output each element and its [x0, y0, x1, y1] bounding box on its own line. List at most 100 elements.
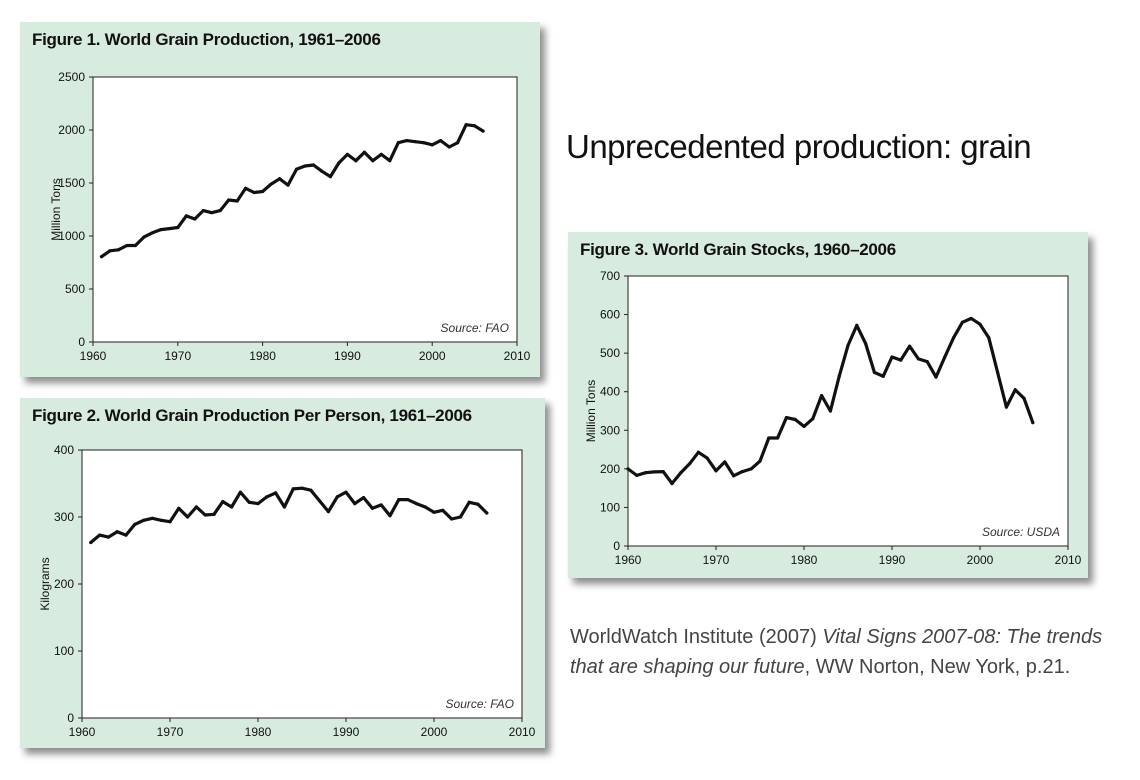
data-point: [740, 469, 744, 474]
y-tick-label: 600: [600, 308, 620, 322]
data-point: [952, 336, 956, 340]
x-tick-label: 1990: [879, 553, 906, 567]
data-point: [345, 152, 349, 156]
data-point: [291, 487, 295, 491]
data-point: [89, 540, 93, 545]
figure-1-title: Figure 1. World Grain Production, 1961–2…: [32, 30, 381, 49]
data-point: [485, 511, 489, 515]
data-point: [423, 505, 427, 509]
figure-1-panel: Figure 1. World Grain Production, 1961–2…: [20, 22, 540, 377]
series-line: [89, 486, 489, 545]
y-tick-label: 700: [600, 269, 620, 283]
source-label: Source: FAO: [441, 321, 509, 335]
data-point: [328, 175, 333, 179]
data-point: [311, 163, 316, 167]
slide-title: Unprecedented production: grain: [566, 128, 1032, 165]
data-point: [176, 225, 180, 230]
data-point: [150, 231, 154, 235]
y-tick-label: 2500: [58, 70, 85, 84]
data-point: [303, 164, 307, 168]
x-tick-label: 1980: [791, 553, 818, 567]
data-point: [758, 459, 762, 463]
y-tick-label: 300: [54, 510, 74, 524]
x-tick-label: 1980: [245, 725, 272, 739]
x-tick-label: 2010: [509, 725, 536, 739]
x-tick-label: 1960: [615, 553, 642, 567]
data-point: [476, 502, 480, 506]
citation-author: WorldWatch Institute (2007): [570, 626, 823, 648]
x-tick-label: 1980: [249, 349, 276, 363]
figure-1-chart: 1960 1970 1980 1990 2000 2010 0 500 1000 1500 2000…: [49, 70, 531, 363]
y-axis-title: Million Tons: [49, 178, 63, 240]
data-point: [230, 505, 234, 509]
data-point: [362, 495, 366, 500]
data-point: [300, 486, 304, 490]
data-point: [1031, 420, 1035, 425]
data-point: [309, 488, 313, 492]
x-tick-label: 2000: [419, 349, 446, 363]
data-point: [908, 344, 912, 348]
data-point: [320, 169, 324, 173]
data-point: [481, 129, 485, 133]
y-tick-label: 1000: [58, 229, 85, 243]
data-point: [987, 336, 991, 340]
data-point: [203, 513, 207, 517]
data-point: [652, 470, 656, 474]
data-point: [337, 161, 341, 165]
data-point: [705, 456, 709, 460]
data-point: [1022, 396, 1026, 400]
data-point: [430, 143, 434, 147]
figure-2-title: Figure 2. World Grain Production Per Per…: [32, 406, 472, 425]
data-point: [811, 417, 815, 421]
data-point: [447, 145, 451, 149]
data-point: [670, 481, 674, 486]
source-label: Source: USDA: [982, 525, 1060, 539]
y-tick-label: 400: [54, 443, 74, 457]
data-point: [238, 490, 242, 494]
data-point: [925, 360, 929, 364]
data-point: [732, 474, 736, 478]
data-point: [252, 190, 256, 195]
figure-2-chart: 1960 1970 1980 1990 2000 2010 0 100 200 300 400 Kil…: [38, 443, 536, 739]
data-point: [184, 214, 188, 218]
data-point: [960, 320, 964, 324]
data-point: [116, 248, 121, 252]
series-line: [99, 123, 485, 259]
data-point: [218, 208, 222, 213]
data-point: [439, 139, 443, 143]
data-point: [379, 503, 383, 507]
data-point: [872, 370, 876, 375]
data-point: [265, 495, 269, 499]
x-tick-label: 1970: [703, 553, 730, 567]
data-point: [422, 141, 426, 145]
data-point: [723, 460, 727, 464]
y-tick-label: 500: [600, 346, 620, 360]
data-point: [344, 490, 348, 494]
data-point: [899, 358, 903, 362]
y-tick-label: 200: [54, 577, 74, 591]
data-point: [890, 355, 894, 359]
data-point: [186, 515, 190, 519]
data-point: [354, 159, 358, 163]
data-point: [1013, 388, 1017, 392]
data-point: [749, 467, 753, 471]
y-axis-title: Kilograms: [38, 557, 52, 610]
data-point: [159, 228, 163, 232]
data-point: [820, 393, 824, 398]
y-tick-label: 0: [78, 335, 85, 349]
data-point: [978, 322, 982, 326]
data-point: [864, 341, 868, 346]
data-point: [221, 499, 225, 504]
data-point: [776, 436, 780, 440]
data-point: [846, 343, 850, 348]
data-point: [413, 140, 417, 144]
data-point: [784, 415, 788, 420]
y-tick-label: 500: [65, 282, 85, 296]
data-point: [256, 502, 260, 506]
data-point: [168, 520, 172, 524]
data-point: [106, 535, 110, 539]
data-point: [934, 375, 938, 379]
data-point: [142, 518, 146, 522]
data-point: [286, 183, 290, 187]
figure-3-title: Figure 3. World Grain Stocks, 1960–2006: [580, 240, 896, 259]
